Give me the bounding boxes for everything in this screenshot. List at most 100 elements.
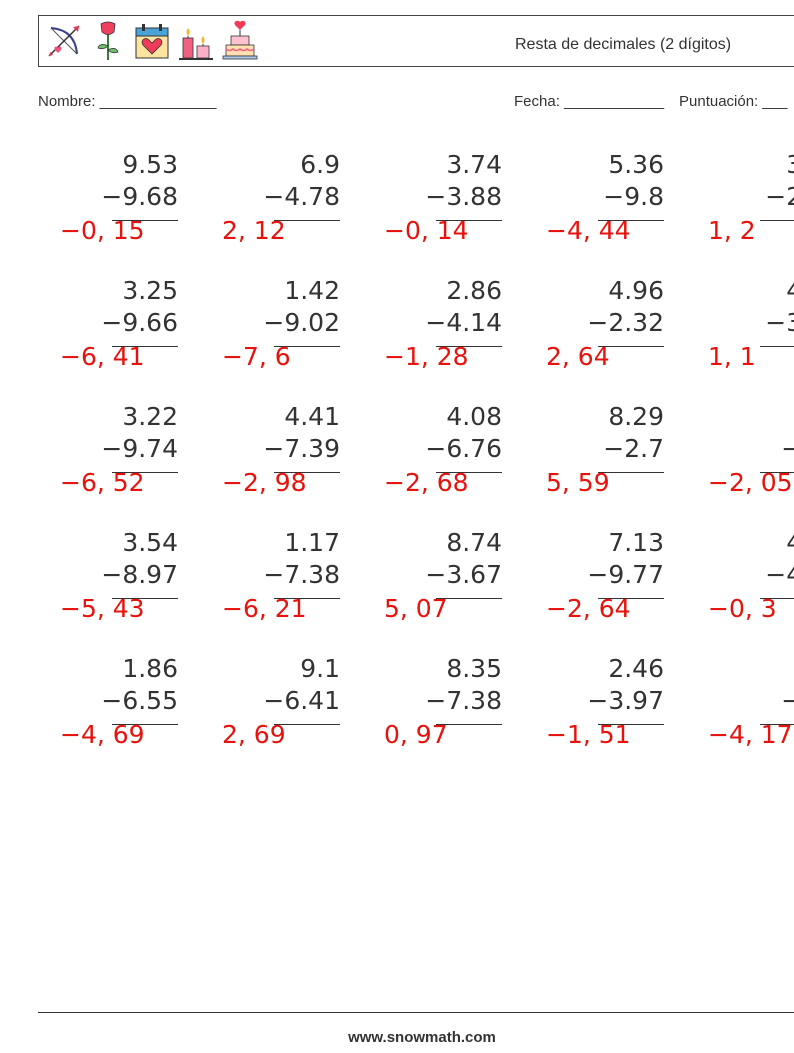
candles-icon	[179, 28, 213, 60]
problem-1-3: 3.74 −3.88 −0, 14	[362, 150, 522, 275]
problem-3-4: 8.29 −2.7 5, 59	[524, 402, 684, 527]
subtrahend: −8.97	[101, 560, 178, 589]
answer-rule	[436, 346, 502, 347]
minuend: 5.36	[608, 150, 664, 179]
problem-3-2: 4.41 −7.39 −2, 98	[200, 402, 360, 527]
answer-rule	[112, 220, 178, 221]
bow-and-arrow-icon	[48, 25, 80, 57]
minuend: 3.22	[122, 402, 178, 431]
calendar-heart-icon	[135, 24, 169, 59]
problem-5-5: 1.−5.−4, 17	[686, 654, 794, 779]
subtrahend: −7.38	[263, 560, 340, 589]
answer: −1, 28	[384, 342, 469, 371]
problem-5-4: 2.46 −3.97 −1, 51	[524, 654, 684, 779]
minuend: 2.46	[608, 654, 664, 683]
answer-rule	[598, 220, 664, 221]
subtrahend: −9.66	[101, 308, 178, 337]
answer-rule	[112, 724, 178, 725]
answer: 5, 07	[384, 594, 448, 623]
subtrahend: −2.32	[587, 308, 664, 337]
minuend: 7.13	[608, 528, 664, 557]
subtrahend: −6.76	[425, 434, 502, 463]
subtrahend: −2.3	[765, 182, 794, 211]
problem-5-2: 9.1 −6.41 2, 69	[200, 654, 360, 779]
subtrahend: −5.	[781, 686, 794, 715]
minuend: 1.42	[284, 276, 340, 305]
answer: −5, 43	[60, 594, 145, 623]
problem-5-3: 8.35 −7.38 0, 97	[362, 654, 522, 779]
answer-rule	[598, 598, 664, 599]
answer: −4, 17	[708, 720, 793, 749]
footer-site: www.snowmath.com	[348, 1029, 496, 1046]
answer: −6, 21	[222, 594, 307, 623]
minuend: 1.86	[122, 654, 178, 683]
problem-2-2: 1.42 −9.02 −7, 6	[200, 276, 360, 401]
answer-rule	[274, 220, 340, 221]
answer-rule	[760, 598, 794, 599]
problem-1-5: 3.5 −2.3 1, 2	[686, 150, 794, 275]
answer-rule	[112, 598, 178, 599]
subtrahend: −4.14	[425, 308, 502, 337]
minuend: 4.41	[284, 402, 340, 431]
subtrahend: −7.39	[263, 434, 340, 463]
subtrahend: −6.41	[263, 686, 340, 715]
problem-4-4: 7.13 −9.77 −2, 64	[524, 528, 684, 653]
minuend: 3.5	[786, 150, 794, 179]
answer-rule	[760, 472, 794, 473]
answer-rule	[436, 220, 502, 221]
answer: −7, 6	[222, 342, 291, 371]
answer: −2, 98	[222, 468, 307, 497]
minuend: 2.86	[446, 276, 502, 305]
subtrahend: −9.8	[603, 182, 664, 211]
answer: −1, 51	[546, 720, 631, 749]
cake-icon	[222, 20, 258, 60]
answer: 2, 64	[546, 342, 610, 371]
problem-3-3: 4.08 −6.76 −2, 68	[362, 402, 522, 527]
minuend: 8.74	[446, 528, 502, 557]
answer: −4, 44	[546, 216, 631, 245]
minuend: 1.17	[284, 528, 340, 557]
problem-4-1: 3.54 −8.97 −5, 43	[38, 528, 198, 653]
subtrahend: −8.	[781, 434, 794, 463]
answer-rule	[436, 472, 502, 473]
answer-rule	[760, 346, 794, 347]
answer: −6, 52	[60, 468, 145, 497]
subtrahend: −3.97	[587, 686, 664, 715]
answer: −2, 64	[546, 594, 631, 623]
answer: −4, 69	[60, 720, 145, 749]
answer: 1, 2	[708, 216, 756, 245]
answer: −0, 14	[384, 216, 469, 245]
answer-rule	[274, 598, 340, 599]
problem-1-2: 6.9 −4.78 2, 12	[200, 150, 360, 275]
subtrahend: −9.68	[101, 182, 178, 211]
answer-rule	[436, 598, 502, 599]
answer-rule	[274, 472, 340, 473]
problem-2-4: 4.96 −2.32 2, 64	[524, 276, 684, 401]
minuend: 6.9	[300, 150, 340, 179]
minuend: 4.96	[608, 276, 664, 305]
answer: −6, 41	[60, 342, 145, 371]
answer: 5, 59	[546, 468, 610, 497]
subtrahend: −6.55	[101, 686, 178, 715]
minuend: 4.2	[786, 276, 794, 305]
header-icons	[45, 20, 259, 62]
minuend: 9.1	[300, 654, 340, 683]
date-field: Fecha: ____________	[514, 93, 665, 110]
problem-4-2: 1.17 −7.38 −6, 21	[200, 528, 360, 653]
subtrahend: −3.67	[425, 560, 502, 589]
answer-rule	[598, 724, 664, 725]
problem-3-5: 6.−8.−2, 05	[686, 402, 794, 527]
answer: 1, 1	[708, 342, 756, 371]
subtrahend: −3.1	[765, 308, 794, 337]
answer-rule	[598, 346, 664, 347]
problem-3-1: 3.22 −9.74 −6, 52	[38, 402, 198, 527]
minuend: 9.53	[122, 150, 178, 179]
answer-rule	[760, 724, 794, 725]
problem-1-1: 9.53 −9.68 −0, 15	[38, 150, 198, 275]
score-field: Puntuación: ___	[679, 93, 788, 110]
minuend: 8.29	[608, 402, 664, 431]
subtrahend: −3.88	[425, 182, 502, 211]
minuend: 4.2	[786, 528, 794, 557]
page-title: Resta de decimales (2 dígitos)	[515, 36, 732, 53]
answer: 0, 97	[384, 720, 448, 749]
